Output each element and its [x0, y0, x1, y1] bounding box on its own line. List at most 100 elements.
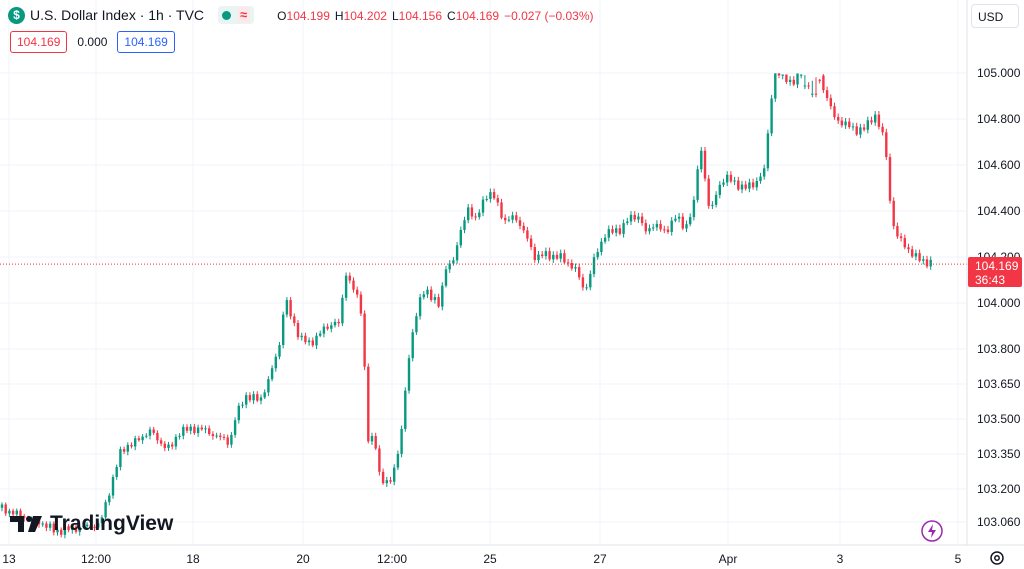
- price-axis-tick-label: 103.060: [977, 515, 1021, 529]
- candle: [792, 76, 795, 87]
- candle: [500, 198, 503, 220]
- candle-body: [740, 184, 744, 190]
- candle: [296, 319, 300, 340]
- candle: [178, 433, 181, 440]
- candle: [289, 297, 292, 320]
- candle-body: [67, 526, 70, 530]
- candle: [182, 424, 185, 440]
- last-price-value: 104.169: [975, 259, 1019, 273]
- candle: [430, 286, 433, 302]
- candle-body: [774, 73, 777, 99]
- candle: [256, 391, 259, 403]
- candle: [248, 392, 252, 403]
- candle-body: [71, 526, 74, 530]
- candle: [8, 508, 11, 518]
- candle: [881, 123, 884, 136]
- candle-body: [152, 429, 155, 433]
- candle-body: [922, 259, 925, 261]
- candle-body: [74, 526, 78, 532]
- candle-body: [559, 253, 562, 259]
- candle: [807, 82, 810, 90]
- candle-body: [885, 132, 888, 158]
- symbol-title[interactable]: U.S. Dollar Index · 1h · TVC: [30, 7, 205, 23]
- candle-body: [640, 216, 644, 224]
- candle-body: [374, 436, 377, 449]
- candle-body: [907, 247, 910, 250]
- candle: [130, 442, 133, 449]
- candle: [167, 441, 170, 451]
- candle-body: [611, 229, 614, 233]
- candle: [56, 527, 59, 536]
- candle: [874, 111, 877, 126]
- bid-price-button[interactable]: 104.169: [10, 31, 68, 53]
- candle-body: [563, 253, 566, 263]
- candle: [692, 196, 696, 221]
- candle: [470, 203, 474, 220]
- candle-body: [452, 260, 455, 264]
- candle-body: [304, 335, 307, 343]
- currency-selector[interactable]: USD: [971, 4, 1019, 28]
- candle: [626, 217, 629, 226]
- candle-body: [274, 356, 277, 369]
- candle-body: [148, 429, 152, 436]
- candle: [481, 196, 485, 217]
- candle-body: [411, 332, 414, 359]
- price-axis-tick-label: 103.800: [977, 342, 1021, 356]
- candle-body: [592, 257, 596, 275]
- candle: [222, 434, 226, 441]
- candle-body: [41, 523, 44, 525]
- candle-body: [448, 263, 451, 270]
- time-axis-tick-label: 27: [593, 552, 607, 566]
- candle: [811, 80, 814, 98]
- candle-body: [851, 126, 855, 128]
- candle-body: [185, 426, 189, 431]
- candle-body: [574, 267, 577, 269]
- candle: [718, 181, 721, 199]
- candle-body: [455, 245, 459, 261]
- indicators-toggle[interactable]: ≈: [218, 6, 255, 24]
- candle-body: [359, 294, 363, 314]
- candle-body: [196, 427, 200, 434]
- candle-body: [48, 523, 52, 528]
- flash-icon[interactable]: [921, 520, 943, 542]
- candle: [507, 216, 511, 223]
- candle: [485, 195, 488, 202]
- approx-wave-icon[interactable]: ≈: [237, 7, 251, 23]
- candle-body: [145, 435, 148, 437]
- candle: [844, 117, 847, 129]
- candle-body: [259, 397, 263, 401]
- candle: [245, 392, 248, 409]
- candle-body: [422, 294, 425, 298]
- candle-body: [566, 262, 570, 264]
- candle-body: [829, 98, 832, 107]
- settings-gear-icon[interactable]: [988, 549, 1006, 567]
- candle-body: [751, 182, 755, 188]
- candle: [896, 222, 899, 239]
- candle: [925, 255, 929, 269]
- candle-body: [670, 220, 673, 232]
- candle-body: [526, 230, 529, 239]
- candle-body: [788, 79, 792, 82]
- candle-body: [352, 280, 355, 290]
- candle: [515, 211, 518, 223]
- candle: [748, 178, 751, 193]
- candle: [422, 290, 425, 300]
- candle-body: [874, 114, 877, 123]
- candle-body: [85, 524, 89, 527]
- candle-body: [307, 340, 311, 343]
- candle-body: [811, 93, 814, 95]
- candle-body: [866, 120, 869, 130]
- candle: [611, 225, 614, 235]
- candle-body: [341, 297, 344, 324]
- candle: [659, 220, 662, 232]
- candle: [134, 435, 137, 451]
- candle-body: [311, 340, 314, 346]
- candle-body: [159, 440, 163, 444]
- time-axis-tick-label: Apr: [719, 552, 738, 566]
- candle-body: [322, 326, 326, 334]
- candle: [200, 424, 203, 431]
- candle: [822, 74, 825, 94]
- tradingview-logo[interactable]: TradingView: [10, 512, 173, 536]
- ask-price-button[interactable]: 104.169: [117, 31, 175, 53]
